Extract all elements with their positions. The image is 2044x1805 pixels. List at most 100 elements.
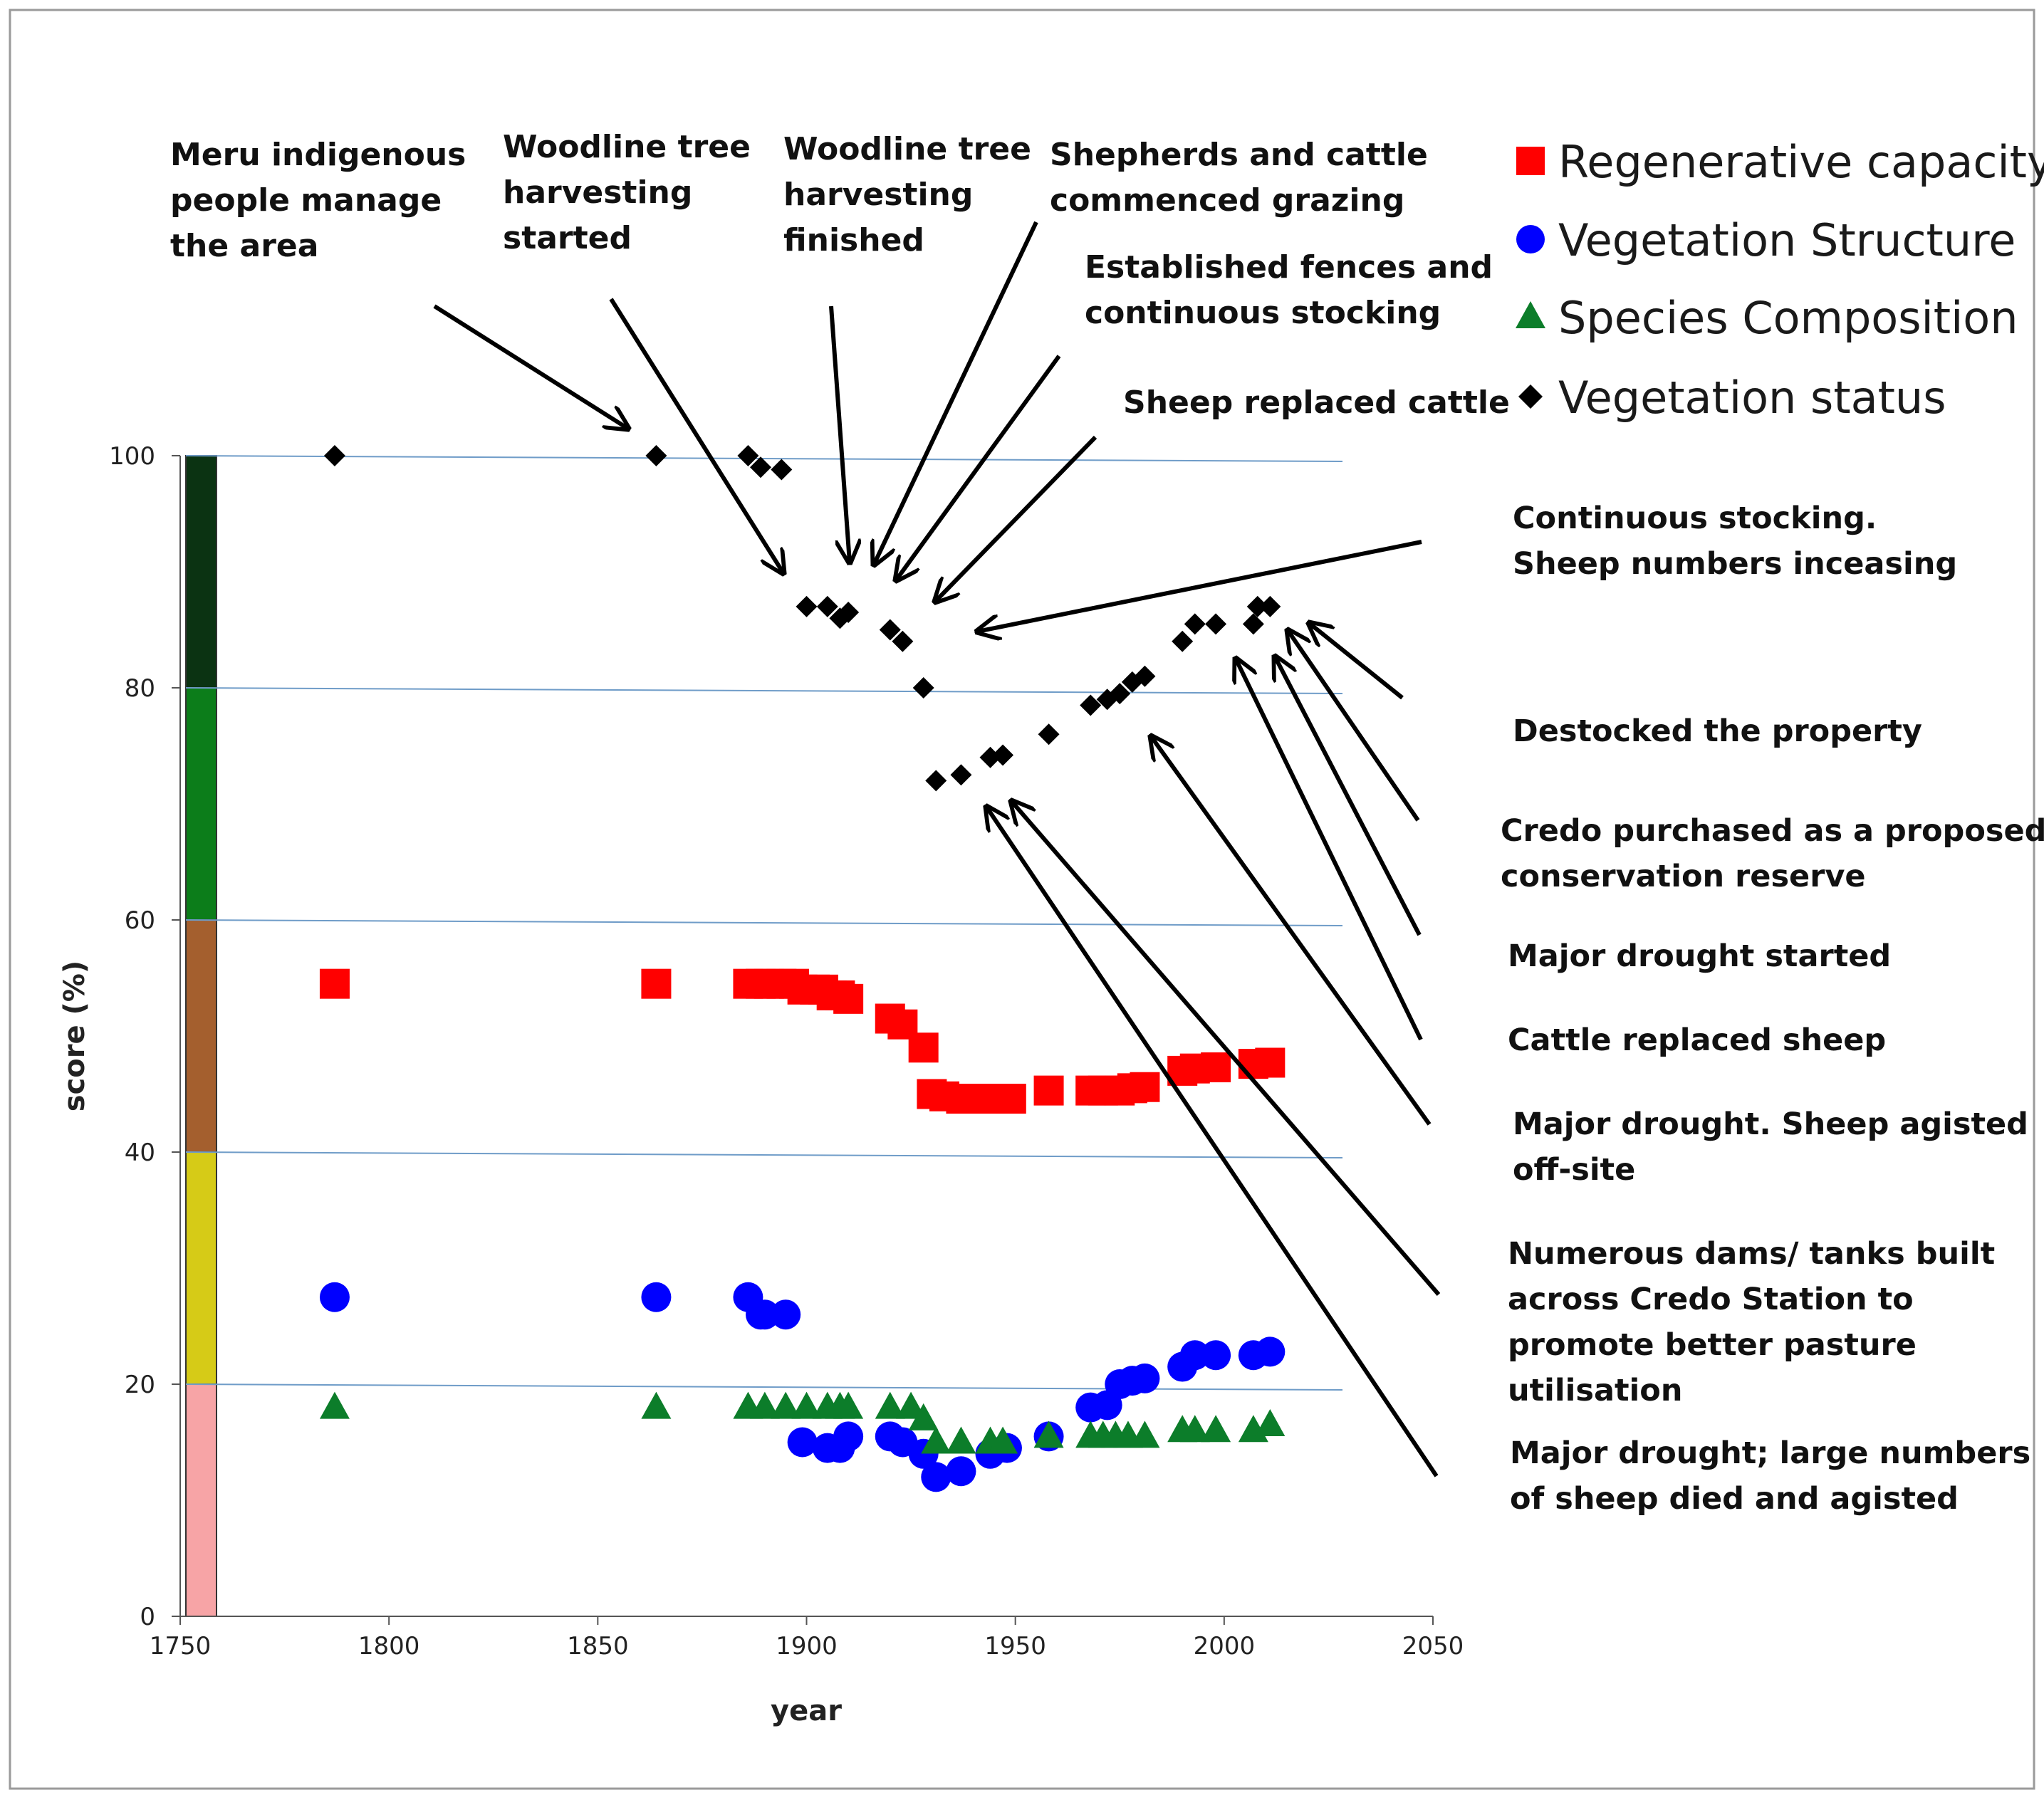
point-vegetation-status xyxy=(771,459,793,481)
annotation-arrow xyxy=(935,435,1097,602)
point-regenerative-capacity xyxy=(319,968,350,999)
point-vegetation-structure xyxy=(946,1456,976,1487)
point-vegetation-status xyxy=(1259,595,1281,617)
point-vegetation-structure xyxy=(833,1421,864,1452)
annotation-line: the area xyxy=(170,228,318,264)
point-vegetation-status xyxy=(1038,723,1060,745)
point-regenerative-capacity xyxy=(1201,1052,1231,1083)
annotation-line: Shepherds and cattle xyxy=(1050,137,1428,173)
point-vegetation-status xyxy=(750,456,772,478)
annotation-right: Destocked the property xyxy=(1513,713,1922,749)
annotation-line: across Credo Station to xyxy=(1508,1282,1914,1317)
annotation-right: Numerous dams/ tanks built across Credo S… xyxy=(1508,1236,1995,1408)
annotation-line: Major drought started xyxy=(1508,938,1891,974)
annotation-arrow xyxy=(986,807,1439,1477)
annotation-line: Meru indigenous xyxy=(170,137,466,173)
legend-item-species-composition: Species Composition xyxy=(1516,292,2018,344)
axes: 1750 1800 1850 1900 1950 2000 2050 0 20 40 60 80 100… xyxy=(58,442,1464,1727)
annotation-arrow xyxy=(829,305,850,563)
annotation-arrow xyxy=(1309,623,1404,700)
point-vegetation-structure xyxy=(1201,1340,1231,1371)
point-species-composition xyxy=(791,1391,822,1419)
annotation-right: Credo purchased as a proposed conservatio… xyxy=(1501,813,2044,894)
data-points xyxy=(319,445,1286,1492)
annotation-line: Continuous stocking. xyxy=(1513,501,1877,536)
y-tick-label: 20 xyxy=(125,1371,155,1399)
series-vegetation-status xyxy=(323,445,1281,792)
point-species-composition xyxy=(1130,1421,1160,1448)
annotation-top: Meru indigenous people manage the area xyxy=(170,137,466,264)
y-tick-label: 60 xyxy=(125,906,155,935)
annotation-right: Cattle replaced sheep xyxy=(1508,1022,1886,1058)
legend-marker xyxy=(1516,147,1545,175)
annotation-line: utilisation xyxy=(1508,1373,1682,1408)
annotation-line: Woodline tree xyxy=(503,129,751,165)
legend-marker xyxy=(1516,225,1545,253)
point-regenerative-capacity xyxy=(946,1084,976,1114)
condition-band xyxy=(185,1151,217,1385)
annotation-line: of sheep died and agisted xyxy=(1510,1481,1959,1517)
legend-marker xyxy=(1516,301,1545,328)
point-vegetation-status xyxy=(1109,683,1131,705)
annotation-line: commenced grazing xyxy=(1050,182,1404,219)
point-species-composition xyxy=(319,1391,350,1419)
point-regenerative-capacity xyxy=(1255,1047,1286,1078)
point-vegetation-status xyxy=(1184,613,1206,635)
point-vegetation-status xyxy=(950,764,972,786)
annotation-line: Major drought; large numbers xyxy=(1510,1435,2030,1471)
point-vegetation-structure xyxy=(749,1299,780,1330)
point-vegetation-structure xyxy=(921,1462,951,1492)
point-vegetation-status xyxy=(737,445,759,466)
annotation-arrow xyxy=(1151,736,1432,1126)
point-vegetation-structure xyxy=(319,1282,350,1312)
condition-band xyxy=(185,919,217,1153)
point-regenerative-capacity xyxy=(833,983,864,1014)
point-vegetation-status xyxy=(1246,595,1268,617)
x-tick-label: 1850 xyxy=(567,1632,629,1660)
annotation-line: Sheep numbers inceasing xyxy=(1513,546,1957,582)
point-species-composition xyxy=(1201,1415,1231,1443)
point-regenerative-capacity xyxy=(996,1084,1026,1114)
annotation-line: finished xyxy=(783,222,924,258)
legend-marker xyxy=(1518,384,1543,409)
point-species-composition xyxy=(1033,1421,1064,1448)
gridline xyxy=(185,1151,1343,1158)
point-species-composition xyxy=(988,1426,1018,1454)
annotation-arrow xyxy=(1275,656,1422,936)
annotation-arrow xyxy=(874,221,1038,565)
point-vegetation-status xyxy=(1080,694,1102,716)
point-vegetation-status xyxy=(816,595,838,617)
y-tick-label: 100 xyxy=(109,442,155,471)
point-species-composition xyxy=(749,1391,780,1419)
point-species-composition xyxy=(641,1391,672,1419)
annotation-line: off-site xyxy=(1513,1152,1635,1188)
point-species-composition xyxy=(875,1391,905,1419)
legend-label: Regenerative capacity xyxy=(1558,136,2044,188)
legend-label: Vegetation Structure xyxy=(1558,214,2016,266)
annotation-line: Credo purchased as a proposed xyxy=(1501,813,2044,849)
annotation-top: Sheep replaced cattle xyxy=(1123,384,1510,421)
annotation-right: Major drought; large numbers of sheep die… xyxy=(1510,1435,2030,1517)
annotation-right: Continuous stocking. Sheep numbers inceas… xyxy=(1513,501,1957,582)
series-vegetation-structure xyxy=(319,1282,1286,1492)
annotation-arrow xyxy=(977,540,1422,632)
annotation-line: harvesting xyxy=(783,177,973,213)
point-vegetation-structure xyxy=(1179,1340,1210,1371)
annotation-line: Numerous dams/ tanks built xyxy=(1508,1236,1995,1272)
annotation-line: Woodline tree xyxy=(783,131,1031,167)
point-regenerative-capacity xyxy=(908,1032,939,1063)
annotation-right: Major drought. Sheep agisted off-site xyxy=(1513,1106,2028,1188)
series-species-composition xyxy=(319,1391,1286,1454)
x-tick-label: 1900 xyxy=(776,1632,838,1660)
annotation-line: Sheep replaced cattle xyxy=(1123,384,1510,421)
gridline xyxy=(185,687,1343,694)
annotation-line: conservation reserve xyxy=(1501,859,1866,894)
point-regenerative-capacity xyxy=(1130,1072,1160,1102)
legend-item-vegetation-status: Vegetation status xyxy=(1518,372,1946,424)
annotation-arrow xyxy=(896,355,1061,580)
figure-border xyxy=(9,9,2035,1790)
annotation-top: Shepherds and cattle commenced grazing xyxy=(1050,137,1428,219)
point-vegetation-status xyxy=(1242,613,1264,635)
point-species-composition xyxy=(921,1426,951,1454)
